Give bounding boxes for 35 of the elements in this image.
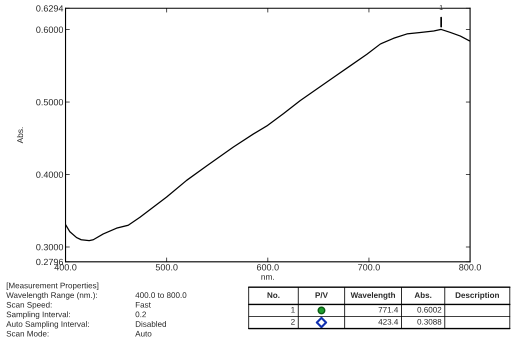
text: 2 bbox=[291, 318, 295, 325]
text: No. bbox=[268, 292, 280, 298]
x-tick-label: 400.0 bbox=[54, 264, 76, 270]
text: 423.4 bbox=[378, 318, 398, 325]
text: Scan Speed: bbox=[6, 302, 52, 310]
text: 771.4 bbox=[378, 307, 398, 313]
text: P/V bbox=[316, 292, 328, 298]
y-tick-label: 0.2796 bbox=[36, 258, 64, 266]
text: 400.0 to 800.0 bbox=[135, 292, 186, 298]
x-tick-label: 700.0 bbox=[358, 264, 380, 270]
text: 0.3088 bbox=[417, 318, 442, 325]
text: 1 bbox=[291, 307, 295, 313]
text: Wavelength Range (nm.): bbox=[6, 292, 97, 300]
text: Fast bbox=[136, 302, 151, 308]
text: Description bbox=[456, 292, 499, 300]
x-tick-label: 600.0 bbox=[256, 264, 279, 270]
y-tick-label: 0.4000 bbox=[36, 171, 64, 178]
text: Scan Mode: bbox=[6, 330, 48, 337]
text: 0.2 bbox=[136, 312, 146, 318]
text: Auto Sampling Interval: bbox=[6, 320, 89, 328]
text: 0.6002 bbox=[417, 306, 442, 313]
y-axis-title: Abs. bbox=[16, 127, 24, 144]
y-tick-label: 0.5000 bbox=[36, 99, 64, 106]
x-tick-label: 800.0 bbox=[459, 264, 482, 270]
text: Abs. bbox=[414, 292, 432, 298]
text: Wavelength bbox=[350, 292, 396, 300]
text: [Measurement Properties] bbox=[6, 282, 98, 290]
text: Disabled bbox=[136, 320, 166, 327]
y-tick-label: 0.6294 bbox=[36, 5, 64, 12]
x-axis-title: nm. bbox=[261, 275, 274, 280]
y-tick-label: 0.3000 bbox=[36, 244, 64, 250]
text: Auto bbox=[135, 330, 152, 337]
x-tick-label: 500.0 bbox=[156, 264, 178, 270]
text: Sampling Interval: bbox=[6, 311, 70, 319]
y-tick-label: 0.6000 bbox=[36, 26, 64, 33]
